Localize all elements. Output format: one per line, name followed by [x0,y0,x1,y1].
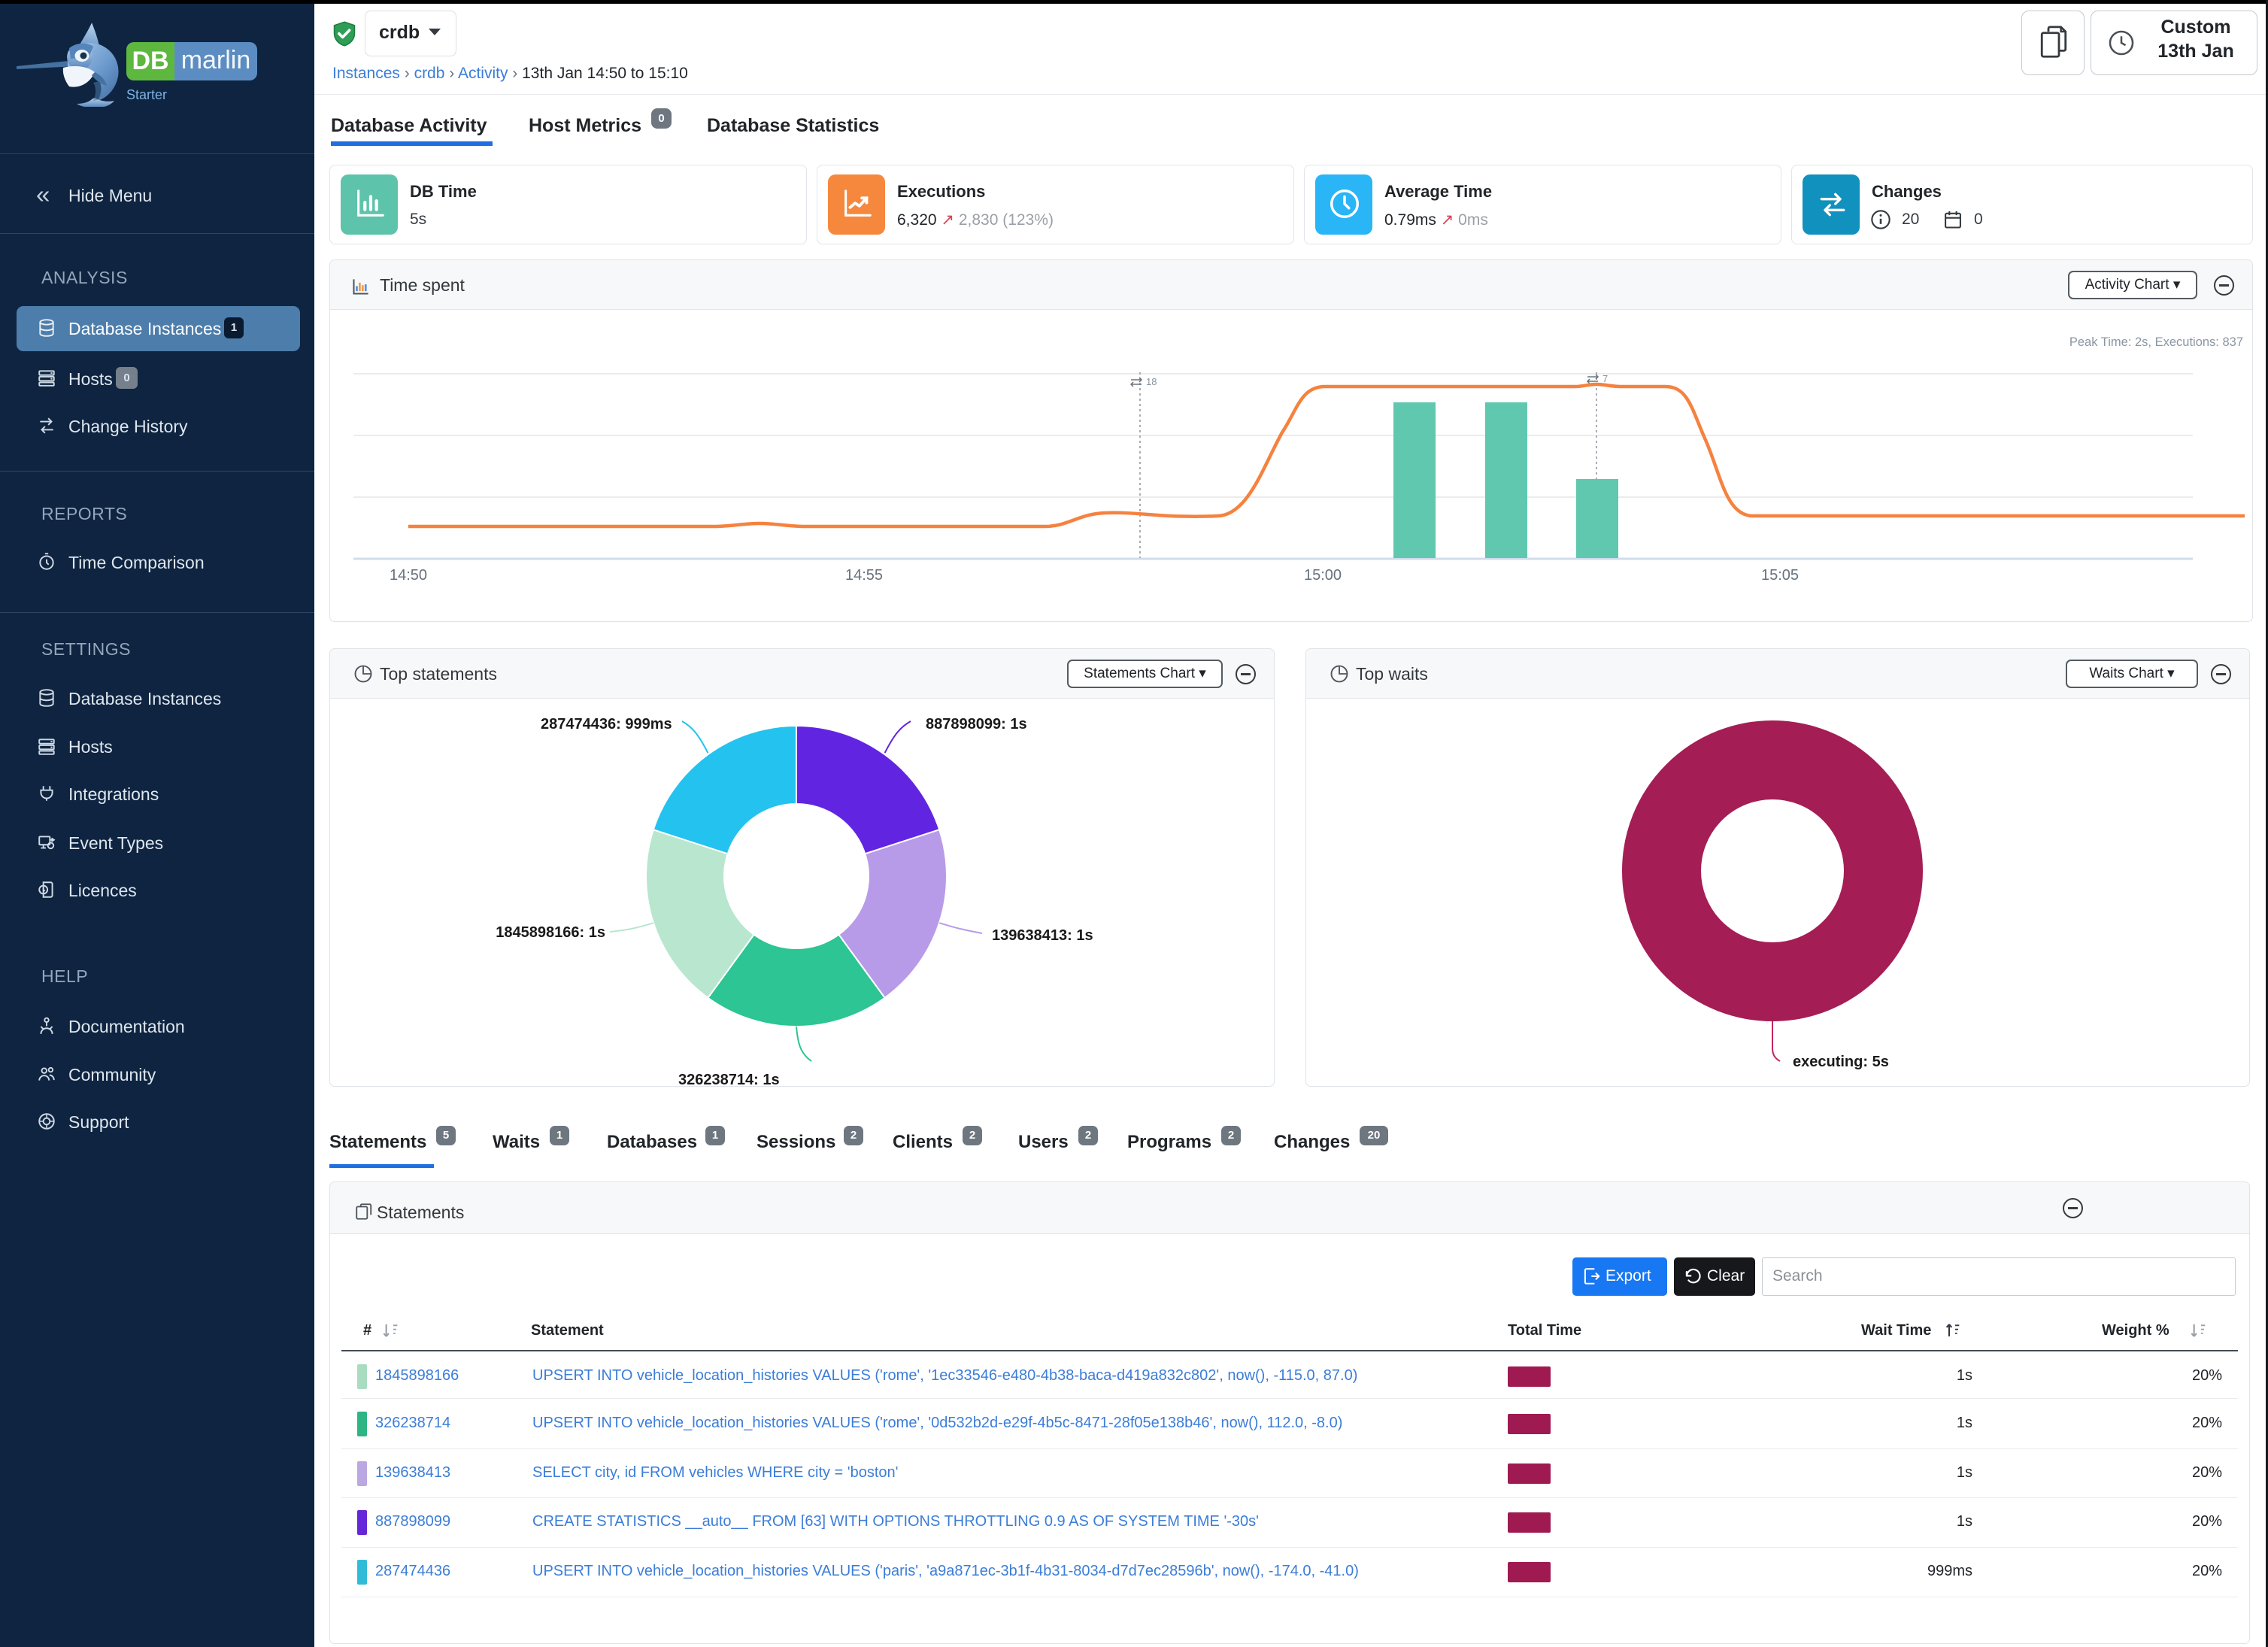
svg-text:7: 7 [1602,373,1608,384]
svg-text:18: 18 [1146,376,1157,387]
svg-text:15:00: 15:00 [1304,567,1342,584]
svg-text:14:50: 14:50 [390,567,427,584]
svg-text:15:05: 15:05 [1761,567,1799,584]
svg-text:Peak Time: 2s, Executions: 837: Peak Time: 2s, Executions: 837 [2069,335,2243,349]
svg-text:14:55: 14:55 [845,567,883,584]
